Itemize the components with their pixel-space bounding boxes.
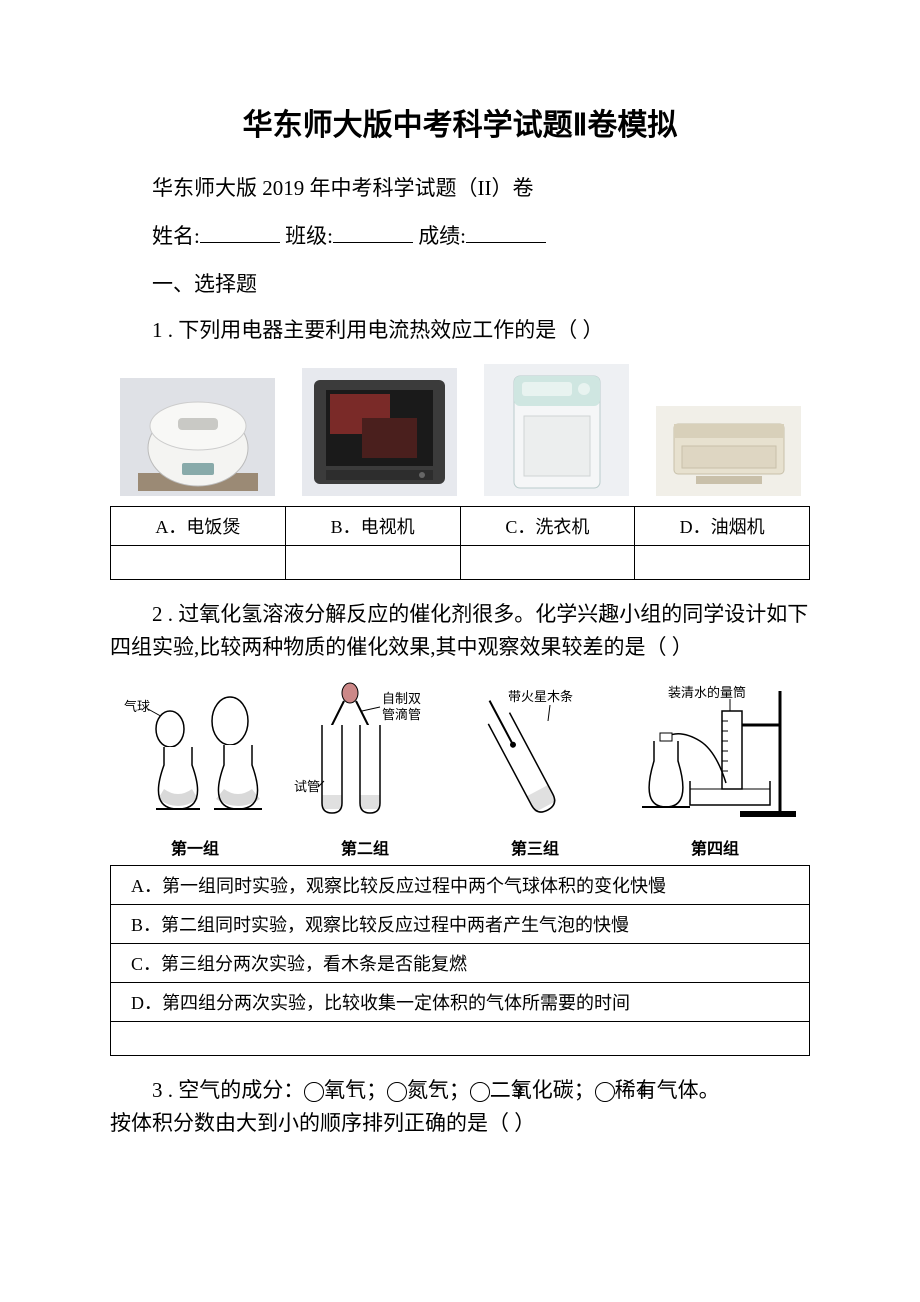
circled-3-icon: 3 [470,1082,490,1102]
question-2-options-table: A．第一组同时实验，观察比较反应过程中两个气球体积的变化快慢 B．第二组同时实验… [110,865,810,1056]
class-blank[interactable] [333,220,413,243]
question-3-text: 3 . 空气的成分：1氧气；2氮气；3二氧化碳；4稀有气体。 按体积分数由大到小… [110,1074,810,1141]
q1-option-a[interactable]: A．电饭煲 [111,506,286,545]
group3-diagram: 带火星木条 [460,681,610,831]
question-1-images [110,364,810,496]
washing-machine-image [484,364,629,496]
group4-label: 第四组 [691,835,739,859]
q3-prefix: 3 . 空气的成分： [152,1078,304,1102]
question-2-text: 2 . 过氧化氢溶液分解反应的催化剂很多。化学兴趣小组的同学设计如下四组实验,比… [110,598,810,665]
svg-text:带火星木条: 带火星木条 [508,689,573,704]
q1-option-b[interactable]: B．电视机 [285,506,460,545]
balloon-label: 气球 [124,699,150,714]
group2-label: 第二组 [341,835,389,859]
q2-option-c[interactable]: C．第三组分两次实验，看木条是否能复燃 [111,943,810,982]
class-label: 班级: [285,224,333,248]
circled-4-icon: 4 [595,1082,615,1102]
score-blank[interactable] [466,220,546,243]
q3-item-2: 氮气； [407,1078,470,1102]
page-title: 华东师大版中考科学试题Ⅱ卷模拟 [110,100,810,144]
group2-diagram: 自制双 管滴管 试管 [290,681,440,831]
group3-label: 第三组 [511,835,559,859]
circled-1-icon: 1 [304,1082,324,1102]
svg-text:装清水的量筒: 装清水的量筒 [668,685,746,700]
television-image [302,368,457,496]
score-label: 成绩: [418,224,466,248]
q2-option-d[interactable]: D．第四组分两次实验，比较收集一定体积的气体所需要的时间 [111,982,810,1021]
q3-item-3: 二氧化碳； [490,1078,595,1102]
name-blank[interactable] [200,220,280,243]
section-1-heading: 一、选择题 [110,268,810,298]
q2-blank-row [111,1021,810,1055]
rice-cooker-image [120,378,275,496]
q3-item-1: 氧气； [324,1078,387,1102]
exam-subtitle: 华东师大版 2019 年中考科学试题（II）卷 [110,172,810,202]
group1-diagram: 气球 [120,681,270,831]
q2-option-b[interactable]: B．第二组同时实验，观察比较反应过程中两者产生气泡的快慢 [111,904,810,943]
name-label: 姓名: [152,224,200,248]
svg-text:试管: 试管 [294,779,320,794]
q1-blank-c [460,545,635,579]
q1-blank-d [635,545,810,579]
q1-option-c[interactable]: C．洗衣机 [460,506,635,545]
svg-text:管滴管: 管滴管 [382,707,421,722]
question-1-text: 1 . 下列用电器主要利用电流热效应工作的是（ ） [110,314,810,348]
svg-text:自制双: 自制双 [382,691,421,706]
group1-label: 第一组 [171,835,219,859]
question-1-options-table: A．电饭煲 B．电视机 C．洗衣机 D．油烟机 [110,506,810,580]
q3-item-4: 稀有气体。 [615,1078,720,1102]
q3-suffix: 按体积分数由大到小的顺序排列正确的是（ ） [110,1111,535,1135]
student-info-line: 姓名: 班级: 成绩: [110,220,810,250]
q1-blank-b [285,545,460,579]
group4-diagram: 装清水的量筒 [630,681,800,831]
q1-option-d[interactable]: D．油烟机 [635,506,810,545]
circled-2-icon: 2 [387,1082,407,1102]
range-hood-image [656,406,801,496]
question-2-diagrams: 气球 第一组 自制双 管滴管 [110,681,810,859]
q1-blank-a [111,545,286,579]
q2-option-a[interactable]: A．第一组同时实验，观察比较反应过程中两个气球体积的变化快慢 [111,865,810,904]
